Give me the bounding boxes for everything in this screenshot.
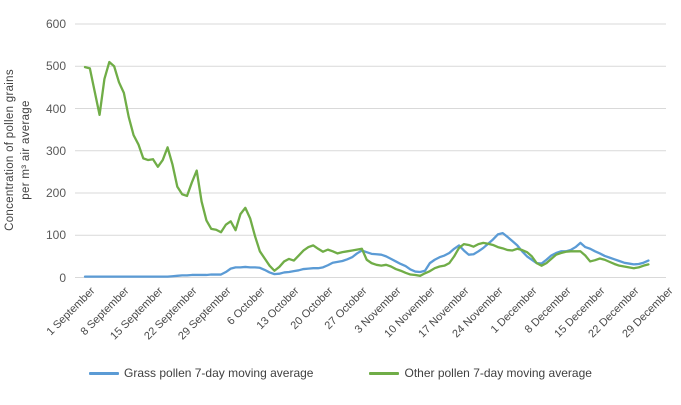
y-tick-label-200: 200 (45, 186, 66, 200)
y-axis-title-line2: per m³ air average (20, 100, 32, 200)
y-tick-label-100: 100 (45, 228, 66, 243)
y-tick-label-600: 600 (45, 17, 66, 31)
y-tick-label-400: 400 (45, 101, 66, 116)
y-axis-title: Concentration of pollen grains per m³ ai… (2, 0, 46, 310)
grass-pollen-line-swatch (89, 371, 120, 375)
legend-label-other-pollen: Other pollen 7-day moving average (404, 366, 592, 380)
y-tick-label-500: 500 (45, 59, 66, 74)
series-line-other-pollen (83, 60, 650, 277)
legend-label-grass-pollen: Grass pollen 7-day moving average (124, 366, 314, 380)
legend-item-grass-pollen: Grass pollen 7-day moving average (89, 366, 313, 380)
series-line-grass-pollen (83, 231, 650, 278)
legend-item-other-pollen: Other pollen 7-day moving average (369, 366, 592, 380)
legend: Grass pollen 7-day moving average Other … (0, 366, 681, 380)
y-tick-label-300: 300 (45, 143, 66, 158)
other-pollen-line-swatch (369, 371, 400, 375)
y-axis-title-line1: Concentration of pollen grains (4, 69, 16, 231)
y-tick-label-0: 0 (59, 270, 66, 285)
